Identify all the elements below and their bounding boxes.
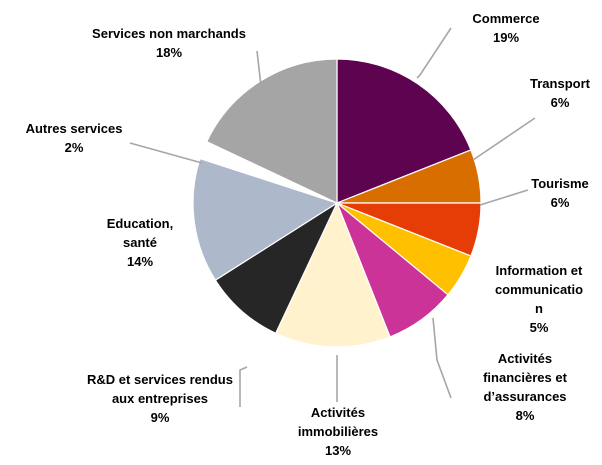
slice-category-label: R&D et services rendus <box>87 372 233 387</box>
leader-line <box>129 142 203 164</box>
slice-category-label: Commerce <box>472 11 539 26</box>
slice-category-label: Transport <box>530 76 591 91</box>
slice-category-label: Autres services <box>26 121 123 136</box>
slice-value-label: 6% <box>551 195 570 210</box>
slice-category-label: Tourisme <box>531 176 589 191</box>
slice-value-label: 9% <box>151 410 170 425</box>
leader-line <box>472 117 536 161</box>
leader-line <box>479 189 529 206</box>
slice-label: Autres services 2% <box>26 121 123 155</box>
slice-category-label: financières et <box>483 370 567 385</box>
slice-label: Commerce 19% <box>472 11 539 45</box>
slice-value-label: 8% <box>516 408 535 423</box>
slice-label: Activités financières et d’assurances 8% <box>483 351 567 423</box>
slice-category-label: Activités <box>498 351 552 366</box>
slices-layer <box>192 58 482 348</box>
slice-label: R&D et services rendus aux entreprises 9% <box>87 372 233 425</box>
slice-label: Activités immobilières 13% <box>298 405 378 458</box>
slice-category-label: n <box>535 301 543 316</box>
leader-line <box>432 317 452 399</box>
leader-line <box>416 27 452 79</box>
slice-value-label: 6% <box>551 95 570 110</box>
leader-line <box>256 50 262 87</box>
slice-category-label: communicatio <box>495 282 583 297</box>
slice-category-label: immobilières <box>298 424 378 439</box>
slice-label: Transport 6% <box>530 76 591 110</box>
pie-slice <box>214 201 339 335</box>
slice-label: Services non marchands 18% <box>92 26 246 60</box>
slice-value-label: 5% <box>530 320 549 335</box>
slice-label: Information et communicatio n 5% <box>495 263 583 335</box>
leader-line <box>239 366 248 407</box>
slice-value-label: 19% <box>493 30 519 45</box>
leader-lines-layer <box>129 27 536 407</box>
slice-label: Education, santé 14% <box>107 216 173 269</box>
slice-label: Tourisme 6% <box>531 176 589 210</box>
pie-slice <box>274 201 391 348</box>
labels-layer: Commerce 19% Transport 6% Tourisme 6% Informat… <box>26 11 591 458</box>
slice-category-label: aux entreprises <box>112 391 208 406</box>
slice-value-label: 2% <box>65 140 84 155</box>
slice-category-label: Education, <box>107 216 173 231</box>
slice-category-label: Activités <box>311 405 365 420</box>
slice-category-label: santé <box>123 235 157 250</box>
slice-category-label: d’assurances <box>483 389 566 404</box>
pie-slice <box>192 157 339 281</box>
pie-slice <box>336 58 472 204</box>
slice-category-label: Information et <box>496 263 583 278</box>
slice-value-label: 13% <box>325 443 351 458</box>
slice-value-label: 14% <box>127 254 153 269</box>
slice-category-label: Services non marchands <box>92 26 246 41</box>
slice-value-label: 18% <box>156 45 182 60</box>
